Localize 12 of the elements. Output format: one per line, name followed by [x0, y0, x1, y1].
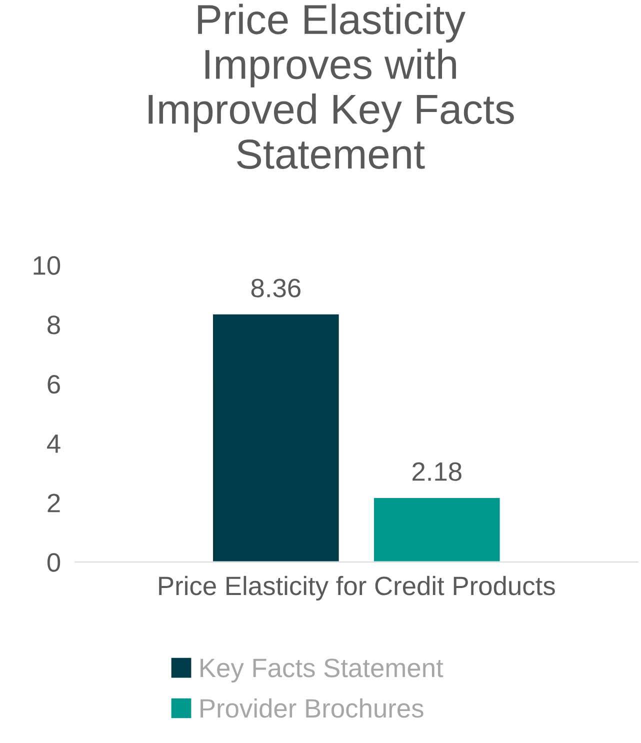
chart-title: Price Elasticity Improves with Improved Key Facts Statement	[148, 4, 514, 169]
data-label: 2.18	[412, 462, 462, 481]
y-tick-label: 10	[34, 256, 60, 275]
y-tick-label: 6	[48, 374, 60, 394]
y-tick-label: 2	[48, 494, 60, 512]
x-tick-label: Price Elasticity for Credit Products	[159, 576, 555, 600]
y-tick-label: 8	[48, 316, 60, 334]
legend-label: Provider Brochures	[200, 698, 424, 718]
legend-label: Key Facts Statement	[200, 658, 444, 683]
y-tick-label: 4	[47, 434, 60, 453]
data-label: 8.36	[251, 278, 300, 298]
y-tick-label: 0	[47, 553, 60, 572]
